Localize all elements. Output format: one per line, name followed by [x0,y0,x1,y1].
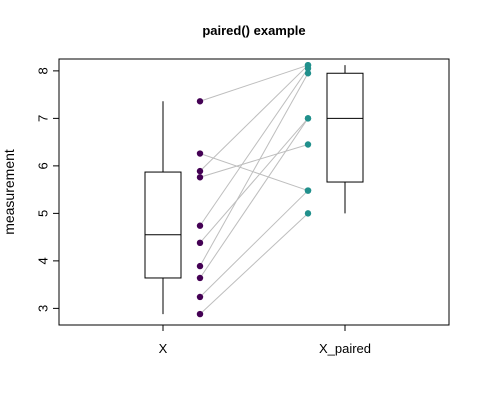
point-x-paired [304,187,312,194]
point-x [196,167,204,175]
x-tick-label-x: X [159,341,168,356]
pair-line [199,118,309,244]
point-x [196,262,204,270]
point-x [196,150,204,157]
point-x [196,98,204,105]
y-tick-label: 8 [36,67,51,74]
point-x-paired [304,115,312,122]
plot-frame [58,58,450,326]
y-tick-label: 6 [36,162,51,169]
box-x [144,171,182,279]
pair-line [199,118,309,279]
pair-line [199,73,309,267]
pair-lines [199,64,309,315]
x-axis: X X_paired [159,325,371,356]
point-x [196,239,204,247]
y-axis: 3 4 5 6 7 8 [36,67,59,312]
point-x-paired [304,65,312,72]
y-tick-label: 5 [36,210,51,217]
pair-line [199,190,309,298]
points [196,61,312,318]
y-tick-label: 7 [36,115,51,122]
box-x-paired [326,72,364,183]
pair-line [199,153,309,192]
point-x [196,274,204,282]
y-tick-label: 3 [36,305,51,312]
y-axis-label: measurement [1,149,17,235]
point-x [196,222,204,229]
point-x-paired [304,210,312,217]
y-tick-label: 4 [36,257,51,264]
x-tick-label-x-paired: X_paired [319,341,371,356]
pair-line [199,68,309,227]
point-x [196,310,204,318]
point-x [196,174,204,181]
pair-line [199,64,309,102]
chart-title: paired() example [202,23,305,38]
pair-line [199,64,309,172]
point-x-paired [304,70,312,77]
pair-line [199,144,309,178]
point-x-paired [304,141,312,148]
point-x [196,293,204,301]
pair-line [199,213,309,315]
boxes [144,65,364,315]
